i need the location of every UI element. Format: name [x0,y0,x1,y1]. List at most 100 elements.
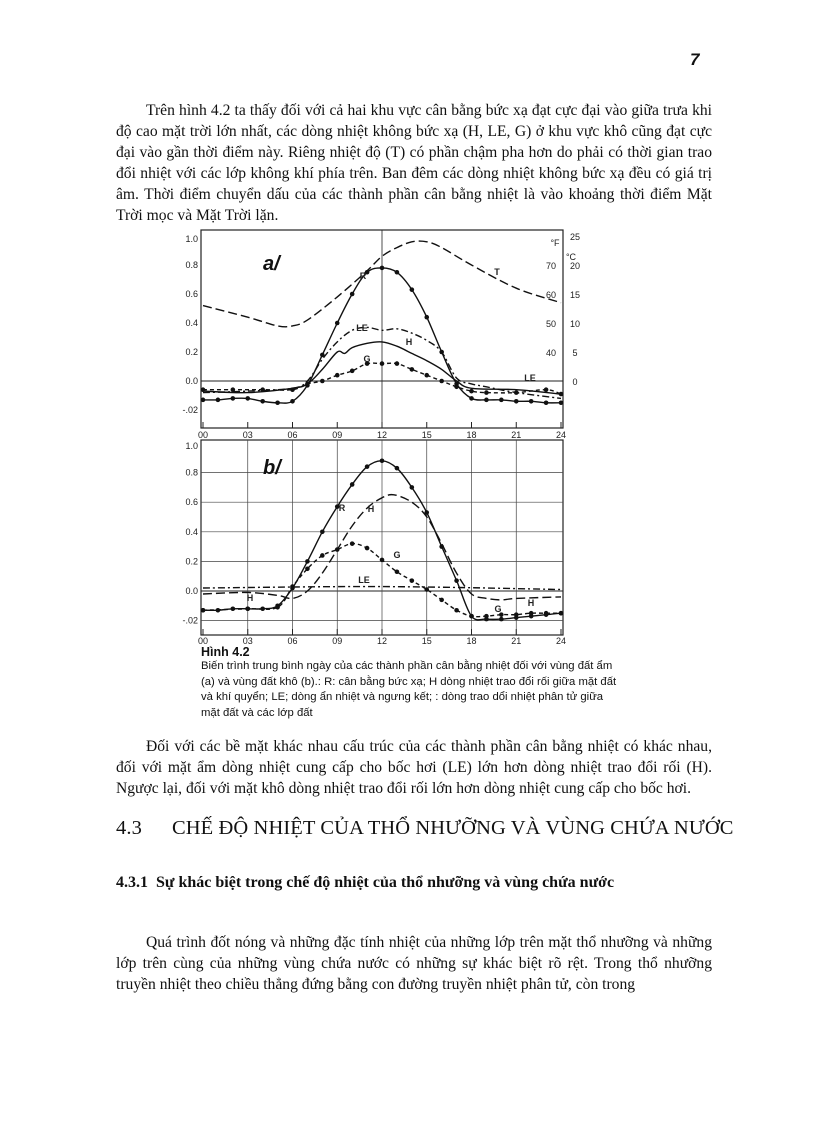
caption-text: Biến trình trung bình ngày của các thành… [201,660,617,719]
y-tick-label: 0.2 [185,556,198,566]
subsection-title: Sự khác biệt trong chế độ nhiệt của thổ … [156,874,615,891]
x-tick-label: 24 [556,636,566,646]
series-line-LE [202,585,562,591]
caption-title: Hình 4.2 [201,645,250,659]
x-tick-label: 12 [377,430,387,440]
section-heading: 4.3 CHẾ ĐỘ NHIỆT CỦA THỔ NHƯỠNG VÀ VÙNG C… [116,817,734,840]
data-point-G [364,545,370,551]
data-point-G [394,361,400,366]
y-tick-label: 0.4 [185,318,198,328]
data-point-R [513,399,519,404]
data-point-G [200,387,206,393]
y-tick-label: 0.6 [185,289,198,299]
data-point-R [409,485,415,490]
fahrenheit-tick-label: 50 [546,319,556,329]
section-title: CHẾ ĐỘ NHIỆT CỦA THỔ NHƯỠNG VÀ VÙNG CHỨA… [172,817,734,839]
data-point-G [320,378,325,384]
celsius-tick-label: 25 [570,232,580,242]
data-point-G [379,557,385,563]
panel-label: a/ [263,253,282,275]
figure-caption: Hình 4.2 Biến trình trung bình ngày của … [201,645,621,721]
fahrenheit-unit: °F [550,238,560,248]
data-point-G [454,384,459,390]
fahrenheit-tick-label: 60 [546,290,556,300]
x-tick-label: 18 [466,636,476,646]
data-point-R [334,504,340,509]
series-label-G-right: G [494,604,501,614]
data-point-R [260,399,265,404]
data-point-G [499,612,504,617]
series-label-H-right: H [528,598,535,608]
data-point-R [379,458,385,464]
data-point-R [245,396,251,401]
series-label-R: R [339,503,346,513]
celsius-unit: °C [566,252,577,262]
data-point-R [230,396,236,401]
data-point-G [379,361,385,366]
data-point-G [230,387,236,393]
celsius-tick-label: 0 [572,377,577,387]
data-point-G [424,372,430,378]
data-point-G [275,604,280,610]
y-tick-label: 0.8 [185,468,198,478]
data-point-R [379,265,385,271]
data-point-R [424,510,430,515]
fahrenheit-tick-label: 40 [546,348,556,358]
x-tick-label: 03 [243,430,253,440]
y-tick-label: 0.0 [185,586,198,596]
data-point-G [409,578,415,583]
section-number: 4.3 [116,817,142,839]
data-point-G [260,387,265,393]
y-tick-label: 0.2 [185,347,198,357]
x-tick-label: 00 [198,636,208,646]
x-tick-label: 03 [243,636,253,646]
data-point-R [320,352,325,358]
data-point-R [499,616,504,622]
x-tick-label: 18 [466,430,476,440]
x-tick-label: 09 [332,430,342,440]
data-point-G [305,566,310,572]
data-point-G [320,553,325,558]
x-tick-label: 12 [377,636,387,646]
series-label-LE: LE [356,323,368,333]
data-point-G [409,367,415,372]
series-label-H: H [406,337,413,347]
data-point-G [528,610,534,616]
x-tick-label: 00 [198,430,208,440]
data-point-G [349,541,355,546]
data-point-R [469,396,474,401]
series-line-H [202,493,562,601]
data-point-G [364,361,370,366]
figure-4-2: 00 03 06 09 12 15 18 21 24 1.0 0.8 0.6 0.4 0.2 0.0 -.02… [182,229,580,646]
data-point-G [334,372,340,378]
data-point-G [334,547,340,552]
data-point-R [543,400,549,406]
data-point-R [334,320,340,326]
chart-panel-a [200,229,564,429]
data-point-G [469,613,474,619]
data-point-G [439,378,444,384]
data-point-G [349,368,355,374]
data-point-G [439,597,444,603]
series-label-H: H [368,504,375,514]
y-tick-label: -.02 [182,616,198,626]
data-point-G [558,610,564,616]
data-point-R [454,578,459,583]
panel-label: b/ [263,457,283,479]
data-point-R [320,529,325,535]
data-point-G [543,610,549,616]
x-tick-label: 09 [332,636,342,646]
data-point-R [499,397,504,403]
y-tick-label: 0.4 [185,527,198,537]
series-label-G: G [363,354,370,364]
subsection-number: 4.3.1 [116,874,148,891]
y-tick-label: 1.0 [185,441,198,451]
series-label-R: R [360,271,367,281]
data-point-R [558,400,564,406]
data-point-G [558,391,564,397]
paragraph-2: Đối với các bề mặt khác nhau cấu trúc củ… [116,738,712,797]
data-point-G [424,587,430,592]
series-label-H-left: H [247,593,254,603]
series-label-T: T [494,267,500,277]
celsius-tick-label: 15 [570,290,580,300]
